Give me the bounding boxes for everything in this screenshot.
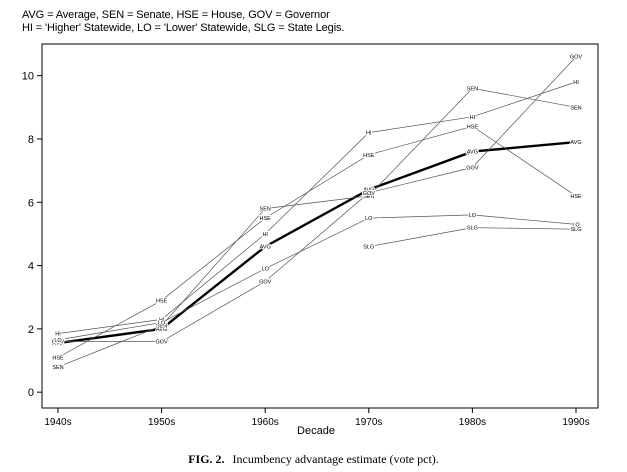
y-tick-label: 4: [28, 261, 34, 273]
point-label-avg: AVG: [467, 150, 478, 156]
plot-frame: [41, 43, 599, 409]
point-label-lo: LO: [262, 267, 270, 273]
point-label-hse: HSE: [570, 194, 582, 200]
point-label-sen: SEN: [467, 86, 478, 92]
legend-line-1: AVG = Average, SEN = Senate, HSE = House…: [22, 9, 330, 21]
point-label-avg: AVG: [570, 140, 581, 146]
point-label-hse: HSE: [156, 298, 168, 304]
point-label-gov: GOV: [155, 340, 168, 346]
point-label-gov: GOV: [570, 55, 583, 61]
point-label-lo: LO: [158, 321, 166, 327]
series-line-sen: [57, 87, 577, 368]
figure-caption: FIG. 2. Incumbency advantage estimate (vo…: [0, 452, 627, 467]
x-tick-label: 1990s: [562, 417, 589, 428]
x-tick-label: 1980s: [459, 417, 486, 428]
point-label-hi: HI: [470, 115, 476, 121]
x-tick-label: 1960s: [252, 417, 279, 428]
y-tick-label: 2: [28, 324, 34, 336]
y-tick-label: 8: [28, 134, 34, 146]
point-label-hi: HI: [262, 232, 268, 238]
x-tick-label: 1940s: [44, 417, 71, 428]
point-label-avg: AVG: [363, 188, 374, 194]
point-label-gov: GOV: [466, 165, 479, 171]
point-label-lo: LO: [365, 216, 373, 222]
legend-line-2: HI = 'Higher' Statewide, LO = 'Lower' St…: [22, 22, 345, 34]
point-label-slg: SLG: [467, 226, 478, 232]
point-label-hi: HI: [573, 80, 579, 86]
series-line-avg: [57, 140, 577, 345]
point-label-hi: HI: [366, 131, 372, 137]
figure-label: FIG. 2.: [188, 452, 225, 466]
chart-lines: [57, 56, 577, 368]
point-label-sen: SEN: [52, 365, 63, 371]
point-label-sen: SEN: [260, 207, 271, 213]
point-label-gov: GOV: [363, 191, 376, 197]
point-label-slg: SLG: [570, 227, 581, 233]
point-label-hse: HSE: [52, 355, 64, 361]
point-label-hi: HI: [55, 332, 61, 338]
series-line-gov: [58, 56, 577, 342]
y-tick-label: 10: [22, 71, 34, 83]
point-label-sen: SEN: [570, 105, 581, 111]
point-label-avg: AVG: [156, 327, 167, 333]
series-line-slg: [368, 227, 577, 247]
point-label-avg: AVG: [52, 341, 63, 347]
x-axis-label: Decade: [297, 425, 335, 437]
x-tick-label: 1970s: [355, 417, 382, 428]
point-label-hse: HSE: [363, 153, 375, 159]
series-line-lo: [57, 214, 577, 341]
point-label-lo: LO: [572, 222, 580, 228]
point-label-lo: LO: [469, 213, 477, 219]
point-label-gov: GOV: [52, 340, 65, 346]
point-label-gov: GOV: [259, 279, 272, 285]
x-tick-label: 1950s: [148, 417, 175, 428]
point-label-hi: HI: [159, 317, 165, 323]
chart-point-labels: AVGAVGAVGAVGAVGAVGSENSENSENSENSENSENHSEH…: [51, 54, 584, 372]
point-label-avg: AVG: [260, 245, 271, 251]
chart-axes: 0 2 4 6 8 10 1940s 1950s 1960s 1970s 1980s 1990s: [22, 43, 599, 428]
y-tick-label: 6: [28, 197, 34, 209]
series-line-hse: [57, 125, 577, 358]
figure-caption-text: Incumbency advantage estimate (vote pct)…: [232, 452, 439, 466]
point-label-sen: SEN: [156, 324, 167, 330]
line-chart: 0 2 4 6 8 10 1940s 1950s 1960s 1970s 1980s 1990s AV…: [22, 43, 599, 437]
point-label-lo: LO: [54, 338, 62, 344]
point-label-slg: SLG: [363, 245, 374, 251]
point-label-hse: HSE: [260, 216, 272, 222]
series-line-hi: [57, 81, 577, 334]
point-label-hse: HSE: [467, 124, 479, 130]
point-label-sen: SEN: [363, 194, 374, 200]
y-tick-label: 0: [28, 387, 34, 399]
